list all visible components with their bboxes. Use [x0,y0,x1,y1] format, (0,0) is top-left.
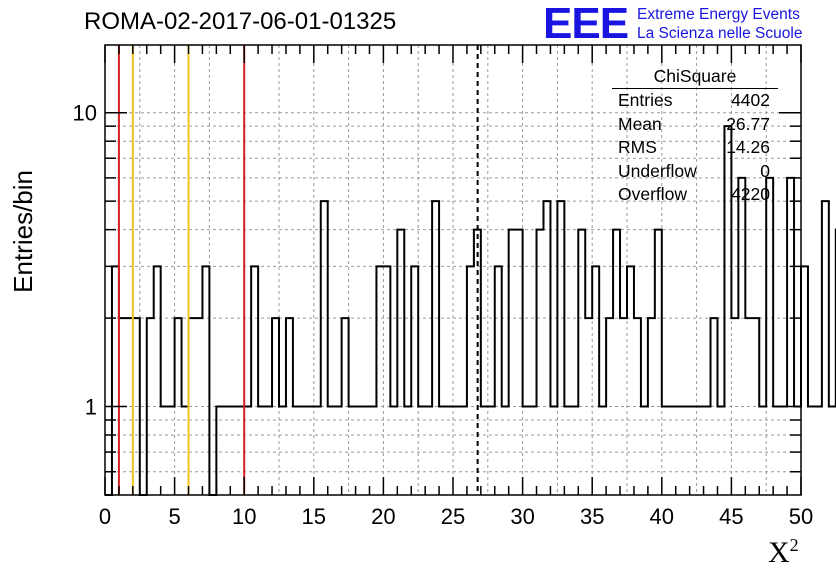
x-tick-label: 0 [99,504,111,529]
stats-row-rms: RMS 14.26 [618,137,770,157]
x-tick-label: 35 [580,504,604,529]
stats-row-mean: Mean 26.77 [618,113,770,134]
x-tick-label: 15 [302,504,326,529]
x-tick-label: 50 [789,504,813,529]
eee-logo: EEE [543,0,629,48]
chart-title: ROMA-02-2017-06-01-01325 [84,8,397,35]
stats-row-underflow: Underflow 0 [618,160,770,181]
x-axis-label: X2 [768,535,799,569]
x-tick-label: 10 [232,504,256,529]
x-tick-label: 30 [510,504,534,529]
logo-subtitle-1: Extreme Energy Events [637,6,800,23]
y-axis-label: Entries/bin [8,170,38,293]
stats-row-overflow: Overflow 4220 [618,184,770,204]
y-tick-label: 10 [73,101,97,126]
x-tick-label: 40 [650,504,674,529]
x-tick-label: 45 [719,504,743,529]
stats-box: ChiSquare Entries 4402 Mean 26.77 RMS 14.26… [612,66,778,207]
y-tick-label: 1 [85,395,97,420]
x-tick-label: 25 [441,504,465,529]
stats-title: ChiSquare [612,66,778,89]
logo-subtitle-2: La Scienza nelle Scuole [637,25,803,42]
x-tick-label: 20 [371,504,395,529]
x-tick-label: 5 [168,504,180,529]
stats-row-entries: Entries 4402 [618,90,770,110]
